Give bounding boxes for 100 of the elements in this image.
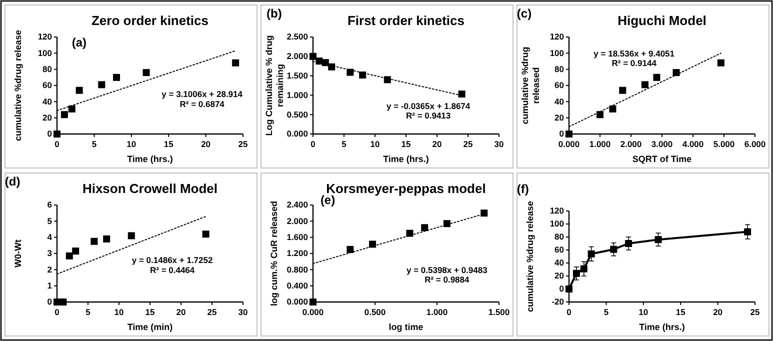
y-tick-label: 60 [42,80,52,90]
x-tick-label: 5 [342,139,347,149]
point [443,220,450,228]
point [596,111,604,118]
x-tick-label: 20 [713,307,723,317]
y-tick-label: 1 [47,280,52,291]
y-axis-title: cumulative %drug release [525,200,535,312]
x-axis-title: Time (hrs.) [383,154,429,164]
x-tick-label: 10 [370,139,380,149]
annotation: (a) [72,36,87,50]
point [609,105,616,112]
x-tick-label: 10 [638,307,648,317]
y-tick-label: 0.500 [286,109,308,120]
x-axis-title: Time (hrs.) [639,322,685,332]
point [480,210,488,217]
annotation: R² = 0.9144 [612,58,657,68]
y-tick-label: 40 [554,258,564,268]
point [717,59,724,66]
y-tick-label: 20 [42,112,52,123]
x-tick-label: 0 [54,139,60,149]
annotation: y = 0.5398x + 0.9483 [406,264,488,275]
annotation: R² = 0.9884 [424,274,470,285]
point [142,69,150,76]
x-tick-label: 25 [463,139,473,149]
point [72,248,80,255]
y-tick-label: 20 [554,270,564,281]
point [90,238,98,245]
point [566,286,572,292]
y-axis-title: Log Cumulative % drug remaining [264,35,285,136]
x-tick-label: 0.500 [364,307,386,317]
y-tick-label: 80 [554,232,564,242]
point [76,86,83,94]
point [572,270,580,277]
y-tick-label: 2.400 [286,200,308,210]
x-tick-label: 4.000 [682,139,704,149]
x-tick-label: 10 [114,307,124,317]
x-axis-title: Time (min) [127,322,173,332]
x-tick-label: 25 [750,307,760,317]
y-tick-label: 6 [47,200,52,210]
point [98,81,106,88]
chart-title: Zero order kinetics [91,13,209,28]
point [744,228,752,236]
point [384,76,391,84]
y-tick-label: 100 [38,48,52,58]
annotation: R² = 0.4464 [150,264,195,275]
point [310,298,316,306]
x-axis-title: log time [388,322,424,332]
x-tick-label: 0 [566,307,572,317]
y-tick-label: 0.800 [286,264,308,274]
y-tick-label: 0 [47,296,52,307]
annotation: R² = 0.9413 [406,110,451,120]
y-tick-label: 0.000 [286,128,308,139]
x-tick-label: 1.500 [488,307,510,317]
annotation: y = 3.1006x + 28.914 [162,89,243,100]
text: (c) [516,6,532,21]
chart-title: First order kinetics [347,13,465,28]
annotation: y = 18.536x + 9.4051 [594,48,675,58]
x-tick-label: 1.000 [589,139,611,149]
point [458,90,466,98]
x-tick-label: 15 [401,139,411,149]
y-tick-label: 120 [550,32,564,42]
y-tick-label: 0 [559,128,564,139]
point [566,130,572,138]
x-axis-title: Time (hrs.) [127,154,173,164]
y-tick-label: 0 [47,128,52,139]
x-tick-label: 25 [207,307,217,317]
point [310,52,316,60]
point [128,232,135,240]
x-tick-label: 0 [54,307,60,317]
y-tick-label: 2 [47,264,52,274]
x-tick-label: 25 [238,139,248,149]
annotation: y = 0.1486x + 1.7252 [132,255,214,266]
x-tick-label: 5 [604,307,609,317]
y-axis-title: log cum.% CuR released [269,200,279,306]
point [580,265,588,272]
point [406,230,414,237]
point [588,250,595,258]
x-tick-label: 30 [494,139,504,149]
x-tick-label: 6.000 [744,139,766,149]
chart-title: Korsmeyer-peppas model [326,181,486,196]
x-tick-label: 20 [176,307,186,317]
y-tick-label: 2.000 [286,51,308,62]
y-tick-label: 80 [554,64,564,74]
x-tick-label: 15 [164,139,174,149]
point [619,86,626,94]
y-tick-label: 2.500 [286,32,308,42]
x-tick-label: 0 [310,139,316,149]
x-tick-label: 20 [201,139,211,149]
x-tick-label: 5 [92,139,97,149]
y-tick-label: 3 [47,248,52,258]
y-tick-label: 1.200 [286,248,308,258]
x-tick-label: 0.000 [302,307,324,317]
point [232,59,240,66]
point [359,72,366,79]
text: (f) [516,182,529,196]
point [346,246,354,253]
y-tick-label: 80 [42,64,52,74]
y-tick-label: 0 [559,284,564,294]
x-tick-label: 10 [126,139,136,149]
y-tick-label: 100 [550,218,564,229]
